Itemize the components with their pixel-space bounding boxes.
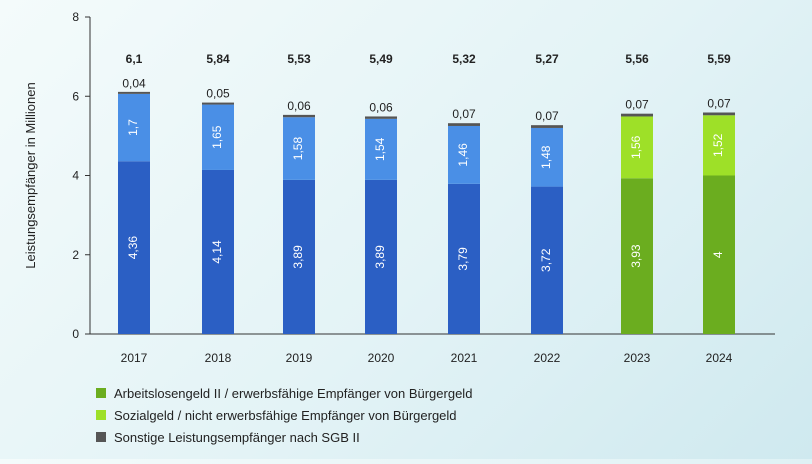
bar-segment-sozialgeld (621, 116, 653, 179)
sonstige-value-label: 0,06 (369, 100, 393, 114)
total-label: 5,53 (287, 52, 311, 66)
bar-value-label: 1,65 (210, 125, 224, 149)
x-tick-label: 2021 (451, 351, 478, 365)
legend-label-sozialgeld: Sozialgeld / nicht erwerbsfähige Empfäng… (114, 407, 457, 423)
bar-segment-alg2 (531, 186, 563, 334)
bar-segment-sonstige (621, 113, 653, 117)
legend-item: Sonstige Leistungsempfänger nach SGB II (96, 426, 472, 448)
bar-segment-sonstige (202, 102, 234, 105)
bar-value-label: 1,58 (291, 137, 305, 161)
bar-value-label: 4,14 (210, 240, 224, 264)
total-label: 5,32 (452, 52, 476, 66)
bar-segment-alg2 (365, 179, 397, 334)
y-axis-title: Leistungsempfänger in Millionen (23, 82, 38, 268)
x-tick-label: 2022 (534, 351, 561, 365)
bar-segment-sozialgeld (283, 117, 315, 180)
legend-swatch-sonstige (96, 432, 106, 442)
legend-label-alg2: Arbeitslosengeld II / erwerbsfähige Empf… (114, 385, 473, 401)
y-tick-label: 6 (72, 89, 79, 103)
bar-segment-sonstige (531, 125, 563, 128)
bar-value-label: 1,56 (629, 135, 643, 159)
sonstige-value-label: 0,07 (707, 96, 731, 110)
bar-segment-alg2 (283, 179, 315, 334)
total-label: 5,56 (625, 52, 649, 66)
y-tick-label: 2 (72, 248, 79, 262)
bar-segment-sozialgeld (202, 104, 234, 170)
bar-segment-sozialgeld (118, 93, 150, 162)
x-tick-label: 2020 (368, 351, 395, 365)
bar-value-label: 4,36 (126, 236, 140, 260)
bar-value-label: 1,52 (711, 133, 725, 157)
bar-segment-sonstige (118, 91, 150, 94)
bar-segment-alg2 (118, 161, 150, 334)
bar-segment-alg2 (202, 169, 234, 334)
y-tick-label: 0 (72, 327, 79, 341)
total-label: 5,49 (369, 52, 393, 66)
bar-segment-alg2 (448, 183, 480, 334)
bar-segment-sozialgeld (703, 115, 735, 176)
sonstige-value-label: 0,06 (287, 99, 311, 113)
x-tick-label: 2018 (205, 351, 232, 365)
bar-value-label: 4 (711, 251, 725, 258)
y-tick-label: 4 (72, 169, 79, 183)
x-tick-label: 2023 (624, 351, 651, 365)
bar-segment-sonstige (365, 116, 397, 119)
bar-segment-alg2 (621, 178, 653, 334)
bar-segment-sonstige (448, 123, 480, 126)
bar-value-label: 3,93 (629, 244, 643, 268)
sonstige-value-label: 0,07 (452, 107, 476, 121)
sonstige-value-label: 0,04 (122, 76, 146, 90)
sonstige-value-label: 0,05 (206, 87, 230, 101)
legend-item: Arbeitslosengeld II / erwerbsfähige Empf… (96, 382, 472, 404)
x-tick-label: 2019 (286, 351, 313, 365)
legend-swatch-alg2 (96, 388, 106, 398)
total-label: 5,59 (707, 52, 731, 66)
bar-segment-alg2 (703, 175, 735, 334)
bar-value-label: 1,7 (126, 119, 140, 136)
bar-segment-sonstige (283, 114, 315, 118)
bar-segment-sozialgeld (531, 127, 563, 187)
total-label: 5,84 (206, 52, 230, 66)
legend-label-sonstige: Sonstige Leistungsempfänger nach SGB II (114, 429, 360, 445)
bar-value-label: 3,89 (373, 245, 387, 269)
bar-value-label: 1,54 (373, 137, 387, 161)
legend-item: Sozialgeld / nicht erwerbsfähige Empfäng… (96, 404, 472, 426)
sonstige-value-label: 0,07 (625, 98, 649, 112)
bar-value-label: 3,89 (291, 245, 305, 269)
y-tick-label: 8 (72, 10, 79, 24)
bar-segment-sozialgeld (448, 125, 480, 184)
bar-value-label: 3,79 (456, 247, 470, 271)
bar-value-label: 1,46 (456, 143, 470, 167)
bar-value-label: 3,72 (539, 248, 553, 272)
legend-swatch-sozialgeld (96, 410, 106, 420)
bar-segment-sozialgeld (365, 118, 397, 180)
total-label: 6,1 (126, 52, 143, 66)
x-tick-label: 2017 (121, 351, 148, 365)
x-tick-label: 2024 (706, 351, 733, 365)
sonstige-value-label: 0,07 (535, 109, 559, 123)
legend: Arbeitslosengeld II / erwerbsfähige Empf… (96, 382, 472, 448)
bar-segment-sonstige (703, 112, 735, 116)
total-label: 5,27 (535, 52, 559, 66)
bar-value-label: 1,48 (539, 145, 553, 169)
